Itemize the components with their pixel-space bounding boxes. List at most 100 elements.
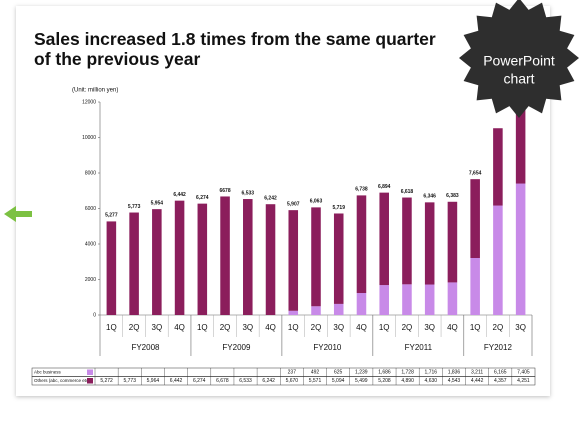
table-cell: 6,678 — [216, 378, 229, 384]
table-cell: 4,890 — [401, 378, 414, 384]
badge-text: chart — [503, 71, 534, 87]
table-cell: 5,773 — [123, 378, 136, 384]
bar-segment — [288, 210, 299, 311]
table-row — [31, 376, 536, 386]
bar-segment — [493, 128, 503, 206]
table-cell: 6,274 — [193, 378, 206, 384]
x-tick-label: 2Q — [129, 323, 140, 332]
total-label: 6,242 — [264, 196, 277, 202]
x-tick-label: 1Q — [470, 323, 481, 332]
bar-segment — [402, 284, 412, 315]
total-label: 6,533 — [242, 190, 255, 196]
x-tick-label: 2Q — [220, 323, 231, 332]
y-tick-label: 4000 — [85, 241, 96, 247]
table-cell: 3,211 — [471, 370, 483, 376]
table-cell: 6,242 — [262, 378, 275, 384]
total-label: 5,907 — [287, 201, 300, 207]
x-tick-label: 3Q — [333, 323, 344, 332]
y-tick-label: 2000 — [85, 277, 96, 283]
y-tick-label: 8000 — [85, 170, 96, 176]
bar-segment — [288, 310, 299, 315]
bar-segment — [424, 284, 435, 315]
table-cell: 5,670 — [286, 378, 299, 384]
y-tick-label: 10000 — [82, 135, 96, 141]
y-tick-label: 0 — [93, 312, 96, 318]
x-tick-label: 2Q — [311, 323, 322, 332]
table-cell: 1,836 — [448, 370, 461, 376]
total-label: 6678 — [219, 188, 230, 194]
bar-segment — [311, 306, 321, 315]
table-cell: 4,442 — [471, 378, 484, 384]
table-cell: 6,533 — [239, 378, 252, 384]
x-tick-label: 1Q — [379, 323, 390, 332]
table-cell: 6,442 — [170, 378, 183, 384]
legend-label: Others (abc, commerce etc) — [34, 378, 90, 383]
bar-segment — [129, 212, 139, 315]
total-label: 6,894 — [378, 184, 391, 190]
bar-segment — [220, 196, 230, 315]
bar-segment — [311, 207, 321, 307]
bar-segment — [243, 199, 253, 315]
table-cell: 1,728 — [401, 370, 414, 376]
bar-segment — [106, 221, 117, 315]
back-arrow[interactable] — [4, 206, 32, 222]
bar-segment — [333, 303, 344, 315]
x-tick-label: 4Q — [356, 323, 367, 332]
unit-note: (Unit: million yen) — [72, 88, 118, 94]
table-cell: 237 — [288, 370, 297, 376]
bar-segment — [356, 293, 367, 315]
table-cell: 6,165 — [494, 370, 507, 376]
slide-card — [16, 6, 550, 396]
bar-segment — [447, 282, 458, 315]
table-cell: 492 — [311, 370, 320, 376]
group-label: FY2012 — [484, 343, 513, 352]
bar-segment — [470, 258, 480, 315]
badge-shape — [459, 0, 579, 118]
table-cell: 5,964 — [147, 378, 160, 384]
x-tick-label: 2Q — [402, 323, 413, 332]
total-label: 5,719 — [332, 205, 345, 211]
bar-segment — [470, 179, 480, 259]
x-tick-label: 1Q — [197, 323, 208, 332]
chart-title: Sales increased 1.8 times from the same … — [34, 29, 436, 69]
bar-segment — [402, 197, 412, 285]
x-tick-label: 1Q — [288, 323, 299, 332]
legend-label: Abc business — [34, 369, 62, 374]
bar-segment — [265, 204, 276, 315]
bar-segment — [493, 205, 503, 315]
x-tick-label: 2Q — [493, 323, 504, 332]
y-tick-label: 6000 — [85, 206, 96, 212]
total-label: 6,738 — [355, 187, 368, 193]
table-cell: 1,239 — [355, 370, 368, 376]
group-label: FY2011 — [405, 343, 433, 352]
table-cell: 4,543 — [448, 378, 461, 384]
total-label: 6,063 — [310, 199, 323, 205]
x-tick-label: 1Q — [106, 323, 117, 332]
bar-segment — [447, 201, 458, 283]
group-label: FY2010 — [313, 343, 342, 352]
bar-segment — [515, 183, 526, 315]
total-label: 5,277 — [105, 213, 118, 219]
legend-swatch — [87, 378, 93, 384]
table-cell: 7,405 — [517, 370, 530, 376]
bar-segment — [197, 203, 208, 315]
table-cell: 625 — [334, 370, 343, 376]
badge-text: PowerPoint — [483, 53, 555, 69]
table-cell: 5,208 — [378, 378, 391, 384]
total-label: 6,618 — [401, 189, 414, 195]
total-label: 6,442 — [173, 192, 186, 198]
x-tick-label: 3Q — [242, 323, 253, 332]
group-label: FY2008 — [131, 343, 160, 352]
total-label: 6,274 — [196, 195, 209, 201]
table-cell: 5,499 — [355, 378, 368, 384]
y-tick-label: 12000 — [82, 99, 96, 105]
x-tick-label: 3Q — [152, 323, 163, 332]
bar-segment — [333, 213, 344, 304]
table-cell: 1,686 — [378, 370, 391, 376]
table-cell: 5,272 — [100, 378, 113, 384]
bar-segment — [379, 285, 389, 315]
total-label: 6,346 — [423, 194, 436, 200]
